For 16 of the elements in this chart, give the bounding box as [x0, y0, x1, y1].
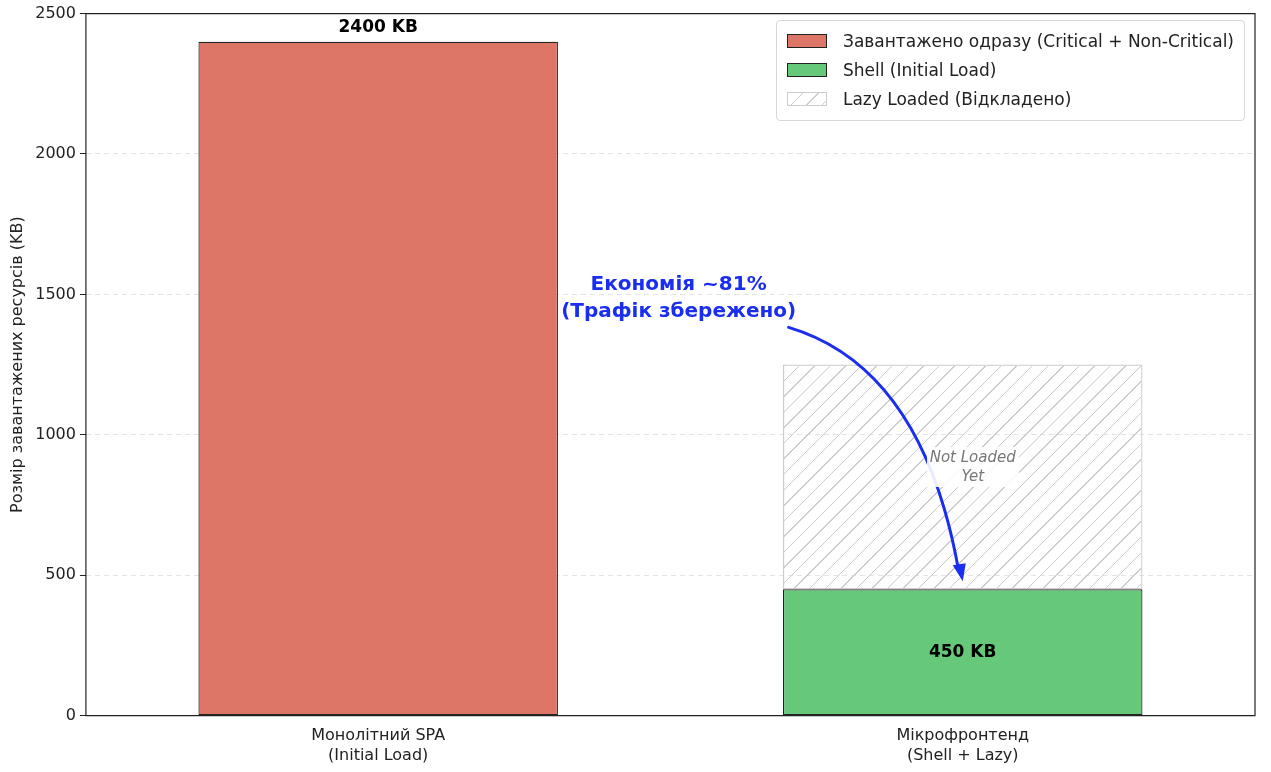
- x-tick-label: Мікрофронтенд (Shell + Lazy): [896, 725, 1030, 764]
- y-tick-label: 0: [65, 704, 76, 724]
- y-tick-label: 500: [45, 564, 76, 584]
- y-tick-label: 1500: [35, 283, 76, 303]
- legend-label: Завантажено одразу (Critical + Non-Critical): [842, 31, 1234, 52]
- data-label: 450 KB: [928, 640, 997, 661]
- legend-label: Lazy Loaded (Відкладено): [842, 89, 1072, 110]
- y-tick-label: 1000: [35, 423, 76, 443]
- legend-label: Shell (Initial Load): [842, 60, 997, 81]
- annotation: Not Loaded Yet: [926, 446, 1019, 487]
- x-tick-label: Монолітний SPA (Initial Load): [311, 725, 446, 764]
- data-label: 2400 KB: [338, 15, 418, 36]
- y-tick-label: 2500: [35, 2, 76, 22]
- annotation: Економія ~81% (Трафік збережено): [561, 270, 797, 322]
- y-axis-title: Розмір завантажених ресурсів (KB): [6, 216, 26, 513]
- y-tick-label: 2000: [35, 143, 76, 163]
